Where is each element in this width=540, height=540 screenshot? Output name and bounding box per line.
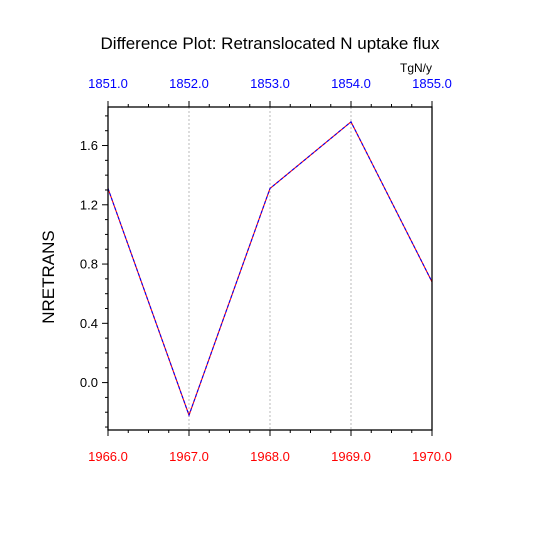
y-axis-label: NRETRANS — [39, 230, 58, 324]
y-tick-label: 1.6 — [80, 138, 98, 153]
y-tick-label: 0.8 — [80, 257, 98, 272]
x-tick-label-bottom: 1969.0 — [331, 449, 371, 464]
x-axis-tick-labels-top: 1851.0 1852.0 1853.0 1854.0 1855.0 — [88, 76, 452, 91]
y-tick-label: 0.0 — [80, 375, 98, 390]
y-tick-label: 1.2 — [80, 197, 98, 212]
y-axis-tick-labels: 0.0 0.4 0.8 1.2 1.6 — [80, 138, 98, 390]
x-axis-tick-labels-bottom: 1966.0 1967.0 1968.0 1969.0 1970.0 — [88, 449, 452, 464]
x-tick-label-top: 1854.0 — [331, 76, 371, 91]
x-tick-label-bottom: 1970.0 — [412, 449, 452, 464]
grid — [188, 107, 352, 430]
x-tick-label-top: 1853.0 — [250, 76, 290, 91]
chart-title: Difference Plot: Retranslocated N uptake… — [101, 34, 440, 53]
x-tick-label-bottom: 1967.0 — [169, 449, 209, 464]
x-axis-ticks — [107, 101, 433, 436]
x-tick-label-top: 1852.0 — [169, 76, 209, 91]
x-tick-label-top: 1851.0 — [88, 76, 128, 91]
x-tick-label-bottom: 1966.0 — [88, 449, 128, 464]
x-tick-label-top: 1855.0 — [412, 76, 452, 91]
x-tick-label-bottom: 1968.0 — [250, 449, 290, 464]
y-axis-ticks — [102, 115, 108, 428]
y-tick-label: 0.4 — [80, 316, 98, 331]
units-label: TgN/y — [400, 61, 432, 75]
